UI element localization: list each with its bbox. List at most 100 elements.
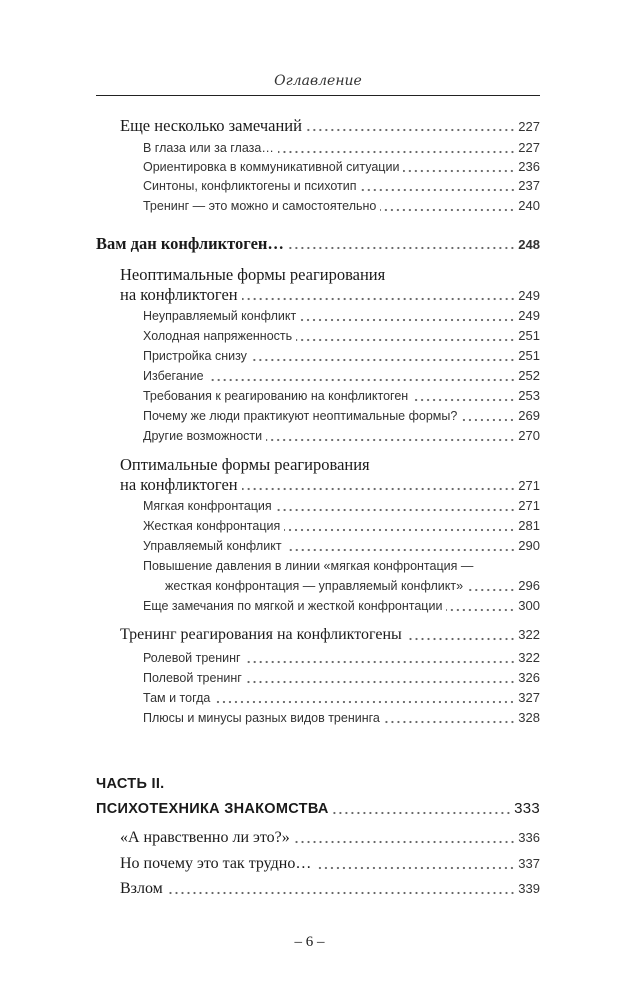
toc-entry-title: Еще несколько замечаний: [120, 116, 302, 135]
dot-leader: [250, 358, 516, 362]
toc-entry[interactable]: Плюсы и минусы разных видов тренинга 328: [143, 708, 540, 728]
toc-entry[interactable]: В глаза или за глаза… 227: [143, 138, 540, 158]
toc-entry[interactable]: «А нравственно ли это?» 336: [120, 828, 540, 848]
toc-entry-title: жесткая конфронтация — управляемый конфл…: [165, 579, 464, 593]
toc-entry[interactable]: Тренинг — это можно и самостоятельно 240: [143, 196, 540, 216]
dot-leader: [166, 891, 516, 895]
toc-page-number: 249: [518, 308, 540, 323]
toc-entry[interactable]: Холодная напряженность 251: [143, 326, 540, 346]
dot-leader: [296, 338, 516, 342]
dot-leader: [293, 840, 516, 844]
toc-entry-title: Еще замечания по мягкой и жесткой конфро…: [143, 599, 443, 613]
toc-entry[interactable]: Почему же люди практикуют неоптимальные …: [143, 406, 540, 426]
toc-page-number: 251: [518, 348, 540, 363]
dot-leader: [380, 208, 516, 212]
toc-entry[interactable]: Там и тогда 327: [143, 688, 540, 708]
toc-page-number: 252: [518, 368, 540, 383]
toc-entry-title: ПСИХОТЕХНИКА ЗНАКОМСТВА: [96, 801, 329, 817]
toc-page-number: 248: [518, 237, 540, 252]
toc-entry-title: Пристройка снизу: [143, 349, 247, 363]
dot-leader: [275, 508, 516, 512]
toc-page-number: 300: [518, 598, 540, 613]
toc-page-number: 281: [518, 518, 540, 533]
toc-entry-title: «А нравственно ли это?»: [120, 829, 290, 846]
toc-entry[interactable]: Жесткая конфронтация 281: [143, 516, 540, 536]
dot-leader: [315, 866, 516, 870]
toc-entry-title: Мягкая конфронтация: [143, 499, 272, 513]
toc-page-number: 271: [518, 478, 540, 493]
dot-leader: [214, 700, 516, 704]
toc-page-number: 251: [518, 328, 540, 343]
toc-page-number: 328: [518, 710, 540, 725]
toc-entry[interactable]: Полевой тренинг 326: [143, 668, 540, 688]
toc-entry-title: Там и тогда: [143, 691, 211, 705]
toc-page-number: 271: [518, 498, 540, 513]
toc-entry-title: Но почему это так трудно…: [120, 855, 312, 872]
toc-entry[interactable]: на конфликтоген 271: [120, 475, 540, 495]
toc-entry-title: Управляемый конфликт: [143, 539, 282, 553]
toc-page-number: 227: [518, 140, 540, 155]
toc-entry[interactable]: Пристройка снизу 251: [143, 346, 540, 366]
toc-entry[interactable]: Мягкая конфронтация 271: [143, 496, 540, 516]
dot-leader: [277, 150, 516, 154]
running-header: Оглавление: [274, 73, 362, 89]
dot-leader: [332, 811, 512, 815]
toc-entry-title: Тренинг реагирования на конфликтогены: [120, 626, 402, 643]
dot-leader: [285, 548, 516, 552]
toc-entry-title: Вам дан конфликтоген…: [96, 234, 284, 253]
dot-leader: [287, 246, 516, 250]
dot-leader: [360, 188, 516, 192]
toc-entry[interactable]: Еще несколько замечаний 227: [120, 116, 540, 136]
toc-entry[interactable]: Синтоны, конфликтогены и психотип 237: [143, 176, 540, 196]
toc-entry-title: Требования к реагированию на конфликтоге…: [143, 389, 409, 403]
toc-entry-title: Ролевой тренинг: [143, 651, 241, 665]
dot-leader: [467, 588, 516, 592]
dot-leader: [461, 418, 516, 422]
toc-entry[interactable]: Другие возможности 270: [143, 426, 540, 446]
toc-entry[interactable]: Взлом 339: [120, 879, 540, 899]
toc-entry-title: Тренинг — это можно и самостоятельно: [143, 199, 377, 213]
toc-entry-title: Почему же люди практикуют неоптимальные …: [143, 409, 458, 423]
toc-entry-title: Холодная напряженность: [143, 329, 293, 343]
toc-entry-title: Синтоны, конфликтогены и психотип: [143, 179, 357, 193]
toc-page-number: 296: [518, 578, 540, 593]
toc-entry-title: Избегание: [143, 369, 204, 383]
toc-page-number: 269: [518, 408, 540, 423]
toc-entry[interactable]: Тренинг реагирования на конфликтогены 322: [120, 625, 540, 645]
toc-entry[interactable]: Ролевой тренинг 322: [143, 648, 540, 668]
toc-entry-title: Оптимальные формы реагирования: [120, 455, 370, 474]
toc-entry[interactable]: Неуправляемый конфликт 249: [143, 306, 540, 326]
toc-entry-title: В глаза или за глаза…: [143, 141, 274, 155]
header-rule: [96, 95, 540, 96]
dot-leader: [245, 680, 516, 684]
dot-leader: [207, 378, 516, 382]
toc-entry[interactable]: Вам дан конфликтоген… 248: [96, 234, 540, 254]
dot-leader: [305, 128, 516, 132]
dot-leader: [284, 528, 516, 532]
toc-entry[interactable]: Требования к реагированию на конфликтоге…: [143, 386, 540, 406]
toc-entry[interactable]: на конфликтоген 249: [120, 285, 540, 305]
toc-entry-title: Полевой тренинг: [143, 671, 242, 685]
toc-page-number: 249: [518, 288, 540, 303]
toc-page-number: 240: [518, 198, 540, 213]
toc-page-number: 290: [518, 538, 540, 553]
toc-entry-title: Жесткая конфронтация: [143, 519, 281, 533]
toc-page-number: 327: [518, 690, 540, 705]
toc-page-number: 322: [518, 627, 540, 642]
dot-leader: [403, 169, 516, 173]
toc-entry-title: Повышение давления в линии «мягкая конфр…: [143, 559, 474, 573]
toc-entry[interactable]: Избегание 252: [143, 366, 540, 386]
toc-entry[interactable]: Управляемый конфликт 290: [143, 536, 540, 556]
toc-entry[interactable]: ПСИХОТЕХНИКА ЗНАКОМСТВА 333: [96, 799, 540, 819]
toc-entry-title: Ориентировка в коммуникативной ситуации: [143, 160, 400, 174]
toc-entry-title: Неуправляемый конфликт: [143, 309, 297, 323]
dot-leader: [405, 637, 516, 641]
toc-page-number: 227: [518, 119, 540, 134]
toc-entry[interactable]: Но почему это так трудно… 337: [120, 854, 540, 874]
toc-entry-title: на конфликтоген: [120, 285, 238, 304]
toc-entry-title: Другие возможности: [143, 429, 263, 443]
toc-entry[interactable]: Ориентировка в коммуникативной ситуации 2…: [143, 157, 540, 177]
toc-entry[interactable]: жесткая конфронтация — управляемый конфл…: [165, 576, 540, 596]
toc-entry[interactable]: Еще замечания по мягкой и жесткой конфро…: [143, 596, 540, 616]
toc-entry-title: Неоптимальные формы реагирования: [120, 265, 386, 284]
